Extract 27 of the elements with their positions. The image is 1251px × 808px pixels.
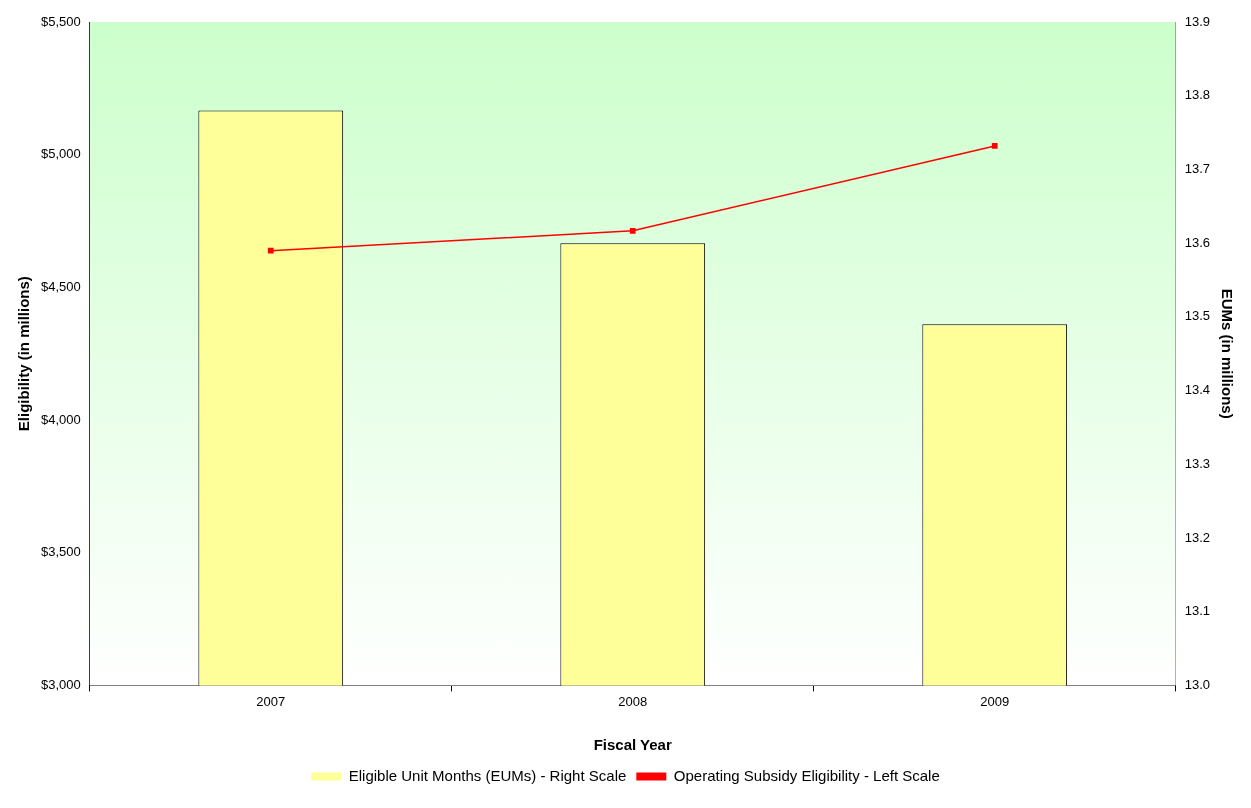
x-tick-label: 2007: [256, 693, 286, 709]
y-tick-label: $5,000: [41, 146, 81, 162]
y-tick-label: $4,500: [41, 278, 81, 294]
point: [629, 227, 636, 234]
y-axis-title: Eligibility (in millions): [15, 276, 33, 432]
y2-axis-title: EUMs (in millions): [1218, 288, 1236, 419]
point: [991, 143, 998, 149]
y2-tick-label: 13.3: [1184, 455, 1211, 471]
y-tick-label: $3,500: [41, 544, 81, 560]
y2-tick-label: 13.9: [1184, 13, 1211, 29]
y2-tick-label: 13.0: [1184, 676, 1211, 692]
y-tick-label: $3,000: [41, 676, 81, 692]
legend-label: Eligible Unit Months (EUMs) - Right Scale: [348, 766, 627, 784]
y2-tick-label: 13.5: [1184, 308, 1211, 324]
y2-tick-label: 13.7: [1184, 161, 1211, 176]
y-tick-label: $5,500: [41, 13, 81, 29]
y2-tick-label: 13.1: [1184, 603, 1211, 619]
x-tick-label: 2009: [980, 693, 1010, 709]
y2-tick-label: 13.8: [1184, 87, 1211, 103]
y2-tick-label: 13.6: [1184, 234, 1211, 250]
legend-label: Operating Subsidy Eligibility - Left Scale: [673, 766, 940, 784]
y2-tick-label: 13.2: [1184, 529, 1211, 545]
x-axis-title: Fiscal Year: [593, 736, 672, 754]
x-tick-label: 2008: [618, 693, 648, 709]
y-tick-label: $4,000: [41, 411, 81, 427]
point: [267, 247, 274, 254]
y2-tick-label: 13.4: [1184, 382, 1211, 398]
